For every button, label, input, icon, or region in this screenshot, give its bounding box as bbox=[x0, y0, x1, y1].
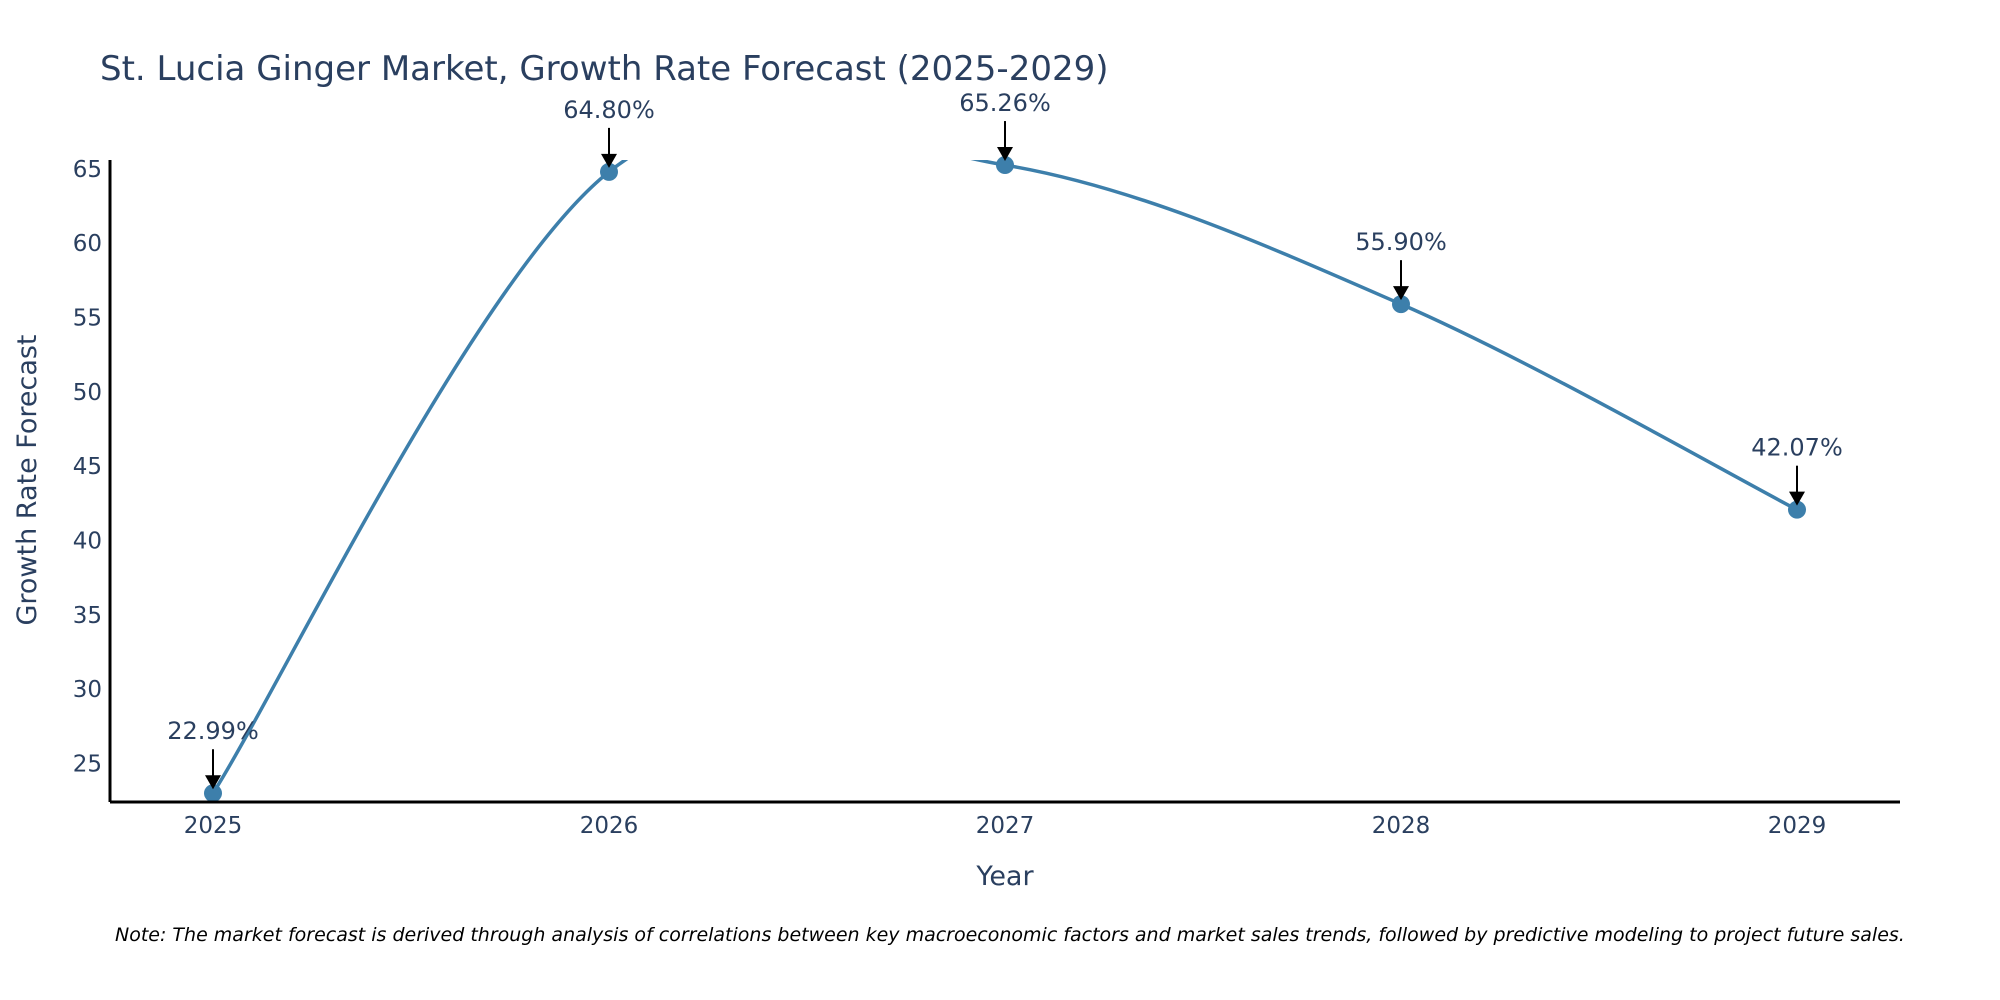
y-tick-label: 55 bbox=[73, 306, 102, 332]
data-label-2025: 22.99% bbox=[167, 717, 259, 745]
x-tick-label: 2028 bbox=[1372, 813, 1431, 839]
x-axis-title: Year bbox=[975, 861, 1034, 892]
footnote: Note: The market forecast is derived thr… bbox=[115, 924, 1905, 946]
annotation-arrowhead-2027 bbox=[997, 147, 1013, 162]
annotation-arrowhead-2028 bbox=[1393, 286, 1409, 301]
x-axis-ticks: 2025 2026 2027 2028 2029 bbox=[184, 813, 1827, 839]
x-tick-label: 2026 bbox=[580, 813, 639, 839]
y-tick-label: 40 bbox=[73, 528, 102, 554]
data-point-2027[interactable] bbox=[996, 156, 1014, 175]
y-tick-label: 25 bbox=[73, 751, 102, 777]
y-axis-ticks: 25 30 35 40 45 50 55 60 65 bbox=[73, 157, 102, 777]
data-point-2029[interactable] bbox=[1788, 500, 1806, 519]
annotation-arrowhead-2029 bbox=[1789, 491, 1805, 506]
data-point-2025[interactable] bbox=[204, 784, 222, 803]
series-line bbox=[211, 160, 1798, 795]
annotation-arrowhead-2025 bbox=[205, 775, 221, 790]
y-tick-label: 50 bbox=[73, 380, 102, 406]
marker-layer bbox=[204, 156, 1806, 803]
data-label-2029: 42.07% bbox=[1751, 434, 1843, 462]
series-layer bbox=[211, 160, 1798, 795]
y-tick-label: 60 bbox=[73, 231, 102, 257]
data-point-2026[interactable] bbox=[600, 162, 618, 181]
x-tick-label: 2027 bbox=[976, 813, 1035, 839]
chart-title: St. Lucia Ginger Market, Growth Rate For… bbox=[100, 49, 1109, 89]
data-point-2028[interactable] bbox=[1392, 295, 1410, 314]
x-tick-label: 2029 bbox=[1768, 813, 1827, 839]
data-label-2026: 64.80% bbox=[563, 96, 655, 124]
y-tick-label: 35 bbox=[73, 603, 102, 629]
y-tick-label: 45 bbox=[73, 454, 102, 480]
x-tick-label: 2025 bbox=[184, 813, 243, 839]
y-tick-label: 65 bbox=[73, 157, 102, 183]
data-label-2028: 55.90% bbox=[1355, 228, 1447, 256]
annotation-layer: 22.99% 64.80% 65.26% 55.90% 42.07% bbox=[167, 89, 1843, 790]
y-tick-label: 30 bbox=[73, 677, 102, 703]
annotation-arrowhead-2026 bbox=[601, 153, 617, 168]
y-axis-title: Growth Rate Forecast bbox=[12, 334, 43, 625]
data-label-2027: 65.26% bbox=[959, 89, 1051, 117]
